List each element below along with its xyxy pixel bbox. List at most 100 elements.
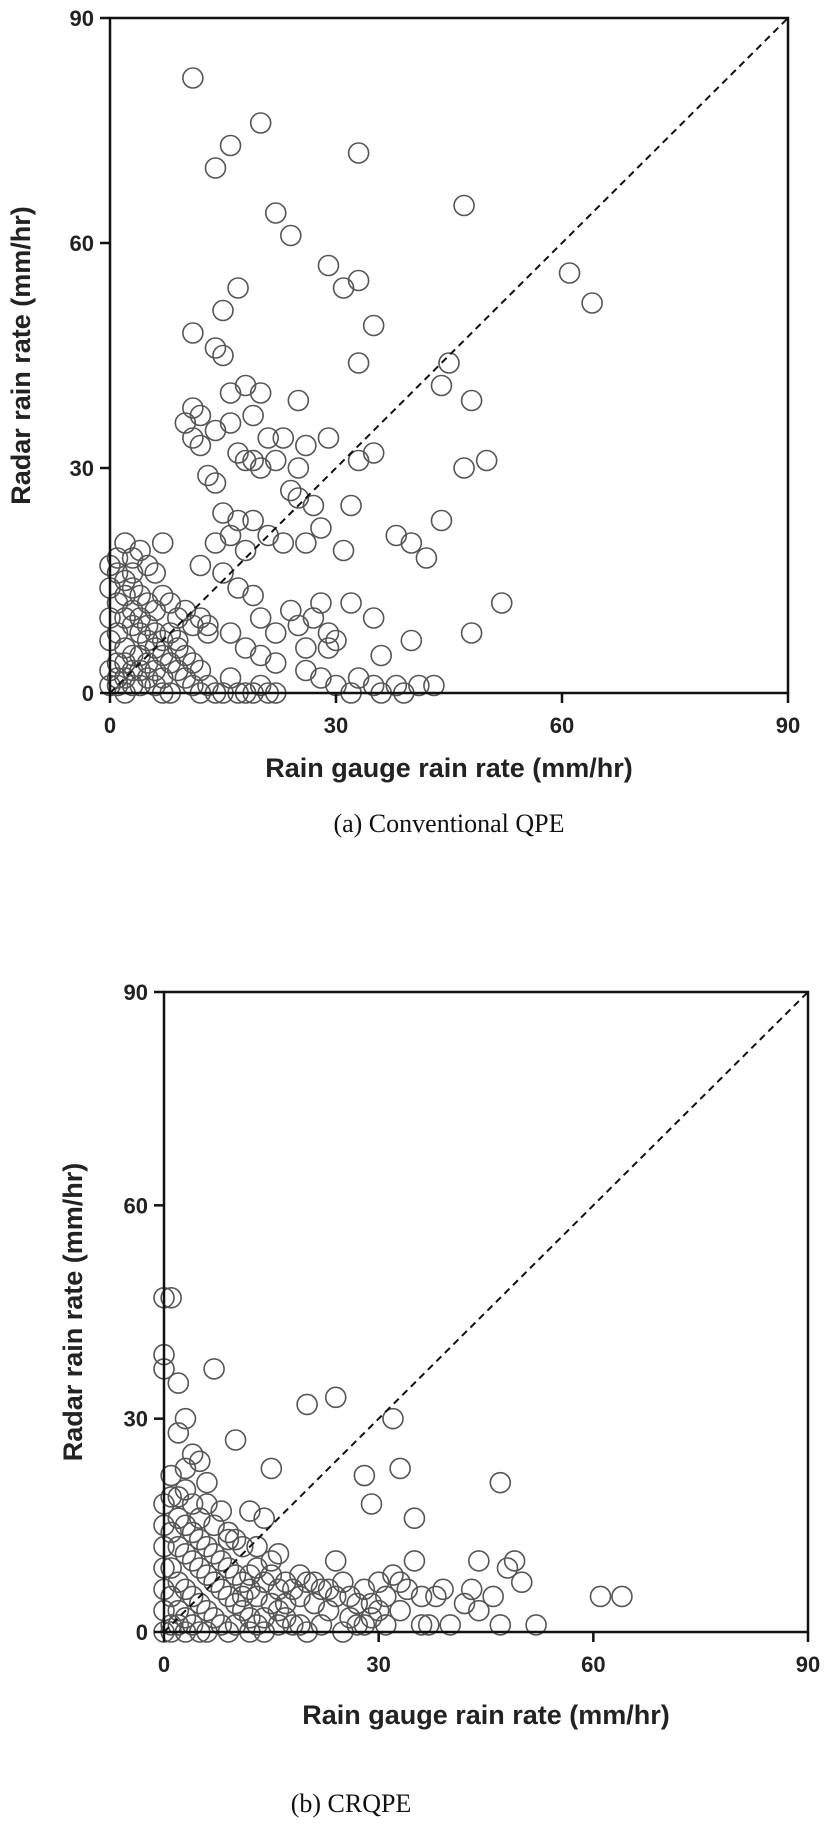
data-point	[151, 629, 174, 652]
data-point	[389, 1599, 411, 1622]
data-point	[167, 1372, 190, 1394]
data-point	[242, 449, 264, 472]
data-point	[182, 614, 204, 637]
data-point	[279, 479, 302, 502]
data-point	[234, 637, 257, 659]
data-point	[219, 134, 242, 157]
data-point	[182, 427, 204, 449]
data-point	[167, 629, 189, 652]
data-point	[272, 427, 295, 449]
data-point	[106, 652, 129, 674]
data-point	[129, 607, 151, 629]
data-point	[151, 667, 174, 689]
data-point	[272, 532, 295, 554]
data-point	[121, 577, 144, 599]
data-point	[347, 449, 370, 472]
figure-caption: (a) Conventional QPE	[333, 809, 564, 838]
data-point	[136, 652, 159, 674]
data-point	[274, 1592, 297, 1615]
data-point	[340, 592, 362, 614]
data-point	[360, 1592, 383, 1615]
data-point	[362, 314, 385, 337]
data-point	[174, 1542, 197, 1565]
data-point	[503, 1550, 526, 1572]
data-point	[289, 1585, 311, 1608]
data-point	[181, 1614, 204, 1636]
data-point	[188, 1557, 211, 1579]
data-point	[204, 157, 227, 179]
data-point	[234, 374, 257, 397]
data-point	[281, 1578, 304, 1601]
data-point	[204, 532, 227, 554]
data-point	[219, 524, 242, 547]
data-point	[460, 1578, 483, 1601]
data-point	[196, 1493, 218, 1515]
data-point	[468, 1550, 490, 1572]
data-point	[121, 614, 144, 637]
data-point	[129, 644, 151, 667]
x-axis-label: Rain gauge rain rate (mm/hr)	[265, 753, 633, 783]
data-point	[242, 509, 264, 532]
data-point	[264, 652, 287, 674]
data-point	[410, 1614, 433, 1636]
data-point	[267, 1542, 290, 1565]
data-point	[197, 464, 219, 487]
data-point	[324, 1585, 347, 1608]
data-point	[174, 412, 197, 434]
data-point	[317, 1599, 340, 1622]
data-point	[460, 622, 483, 644]
data-point	[346, 1614, 369, 1636]
data-point	[181, 1585, 204, 1608]
data-point	[239, 1606, 261, 1629]
data-point	[106, 622, 129, 644]
plot-frame	[108, 16, 790, 695]
data-point	[136, 614, 159, 637]
data-point	[106, 562, 129, 584]
data-point	[257, 427, 280, 449]
data-point	[189, 659, 212, 682]
data-point	[490, 592, 513, 614]
data-point	[325, 629, 347, 652]
data-point	[289, 1614, 311, 1636]
y-tick-label: 0	[136, 1620, 148, 1645]
data-point	[279, 224, 302, 247]
data-point	[114, 652, 136, 674]
data-point	[295, 434, 317, 457]
data-point	[482, 1585, 504, 1608]
data-point	[227, 577, 249, 599]
data-point	[432, 1578, 454, 1601]
data-point	[360, 1493, 383, 1515]
data-point	[340, 494, 362, 517]
y-tick-label: 60	[70, 231, 94, 256]
data-point	[219, 667, 242, 689]
data-point	[249, 112, 272, 134]
data-point	[303, 1571, 326, 1594]
data-point	[160, 1585, 182, 1608]
data-point	[287, 389, 310, 412]
data-point	[324, 1386, 347, 1409]
data-point	[417, 1614, 440, 1636]
data-point	[382, 1407, 404, 1430]
data-point	[489, 1471, 512, 1494]
data-point	[114, 532, 136, 554]
x-tick-label: 90	[796, 1652, 820, 1677]
data-point	[430, 374, 453, 397]
data-point	[453, 457, 475, 479]
x-tick-label: 30	[324, 713, 348, 738]
data-point	[260, 1592, 283, 1615]
x-tick-label: 0	[158, 1652, 170, 1677]
data-point	[367, 1571, 390, 1594]
data-point	[264, 449, 287, 472]
data-point	[430, 509, 453, 532]
data-point	[167, 1422, 190, 1444]
data-point	[189, 404, 212, 427]
data-point	[167, 1535, 190, 1558]
data-point	[197, 614, 219, 637]
data-point	[212, 344, 234, 367]
data-point	[396, 1578, 419, 1601]
data-point	[525, 1614, 547, 1636]
data-point	[106, 674, 129, 697]
data-point	[353, 1464, 376, 1487]
data-point	[496, 1557, 519, 1579]
